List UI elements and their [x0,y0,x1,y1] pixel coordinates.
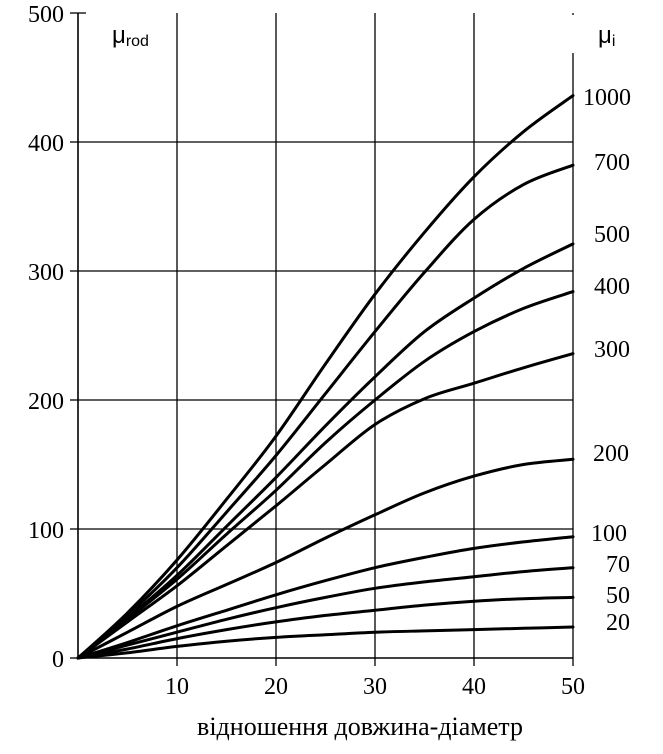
x-axis-title: відношення довжина-діаметр [197,712,523,741]
series-line-300 [76,352,575,660]
series-label-400: 400 [594,274,630,300]
x-tick-label: 30 [363,674,387,700]
series-label-200: 200 [593,441,629,467]
y-tick-label: 500 [28,2,64,28]
x-tick-label: 40 [462,674,486,700]
series-line-700 [76,163,575,660]
series-label-100: 100 [591,521,627,547]
series-label-700: 700 [594,150,630,176]
y-tick-label: 0 [52,647,64,673]
series-line-500 [76,242,575,660]
x-tick-label: 50 [561,674,585,700]
series-line-70 [76,566,575,660]
y-tick-label: 200 [28,389,64,415]
series-line-400 [76,290,575,660]
series-line-1000 [76,94,575,660]
series-label-500: 500 [594,222,630,248]
axes [70,12,574,666]
right-symbol-box [570,15,648,53]
series-line-200 [76,457,575,660]
series-label-50: 50 [606,583,630,609]
curves [76,94,575,660]
series-label-1000: 1000 [583,85,631,111]
series-label-300: 300 [594,337,630,363]
y-tick-label: 300 [28,260,64,286]
x-tick-label: 10 [165,674,189,700]
series-line-50 [76,595,575,660]
series-line-100 [76,535,575,660]
y-tick-label: 100 [28,518,64,544]
y-tick-label: 400 [28,131,64,157]
series-line-20 [76,625,575,660]
series-label-70: 70 [606,552,630,578]
series-label-20: 20 [606,610,630,636]
y-symbol-box [90,15,174,53]
right-axis-symbol: μi [598,22,615,50]
x-tick-label: 20 [264,674,288,700]
grid [78,12,648,658]
y-axis-symbol: μrod [112,22,149,50]
